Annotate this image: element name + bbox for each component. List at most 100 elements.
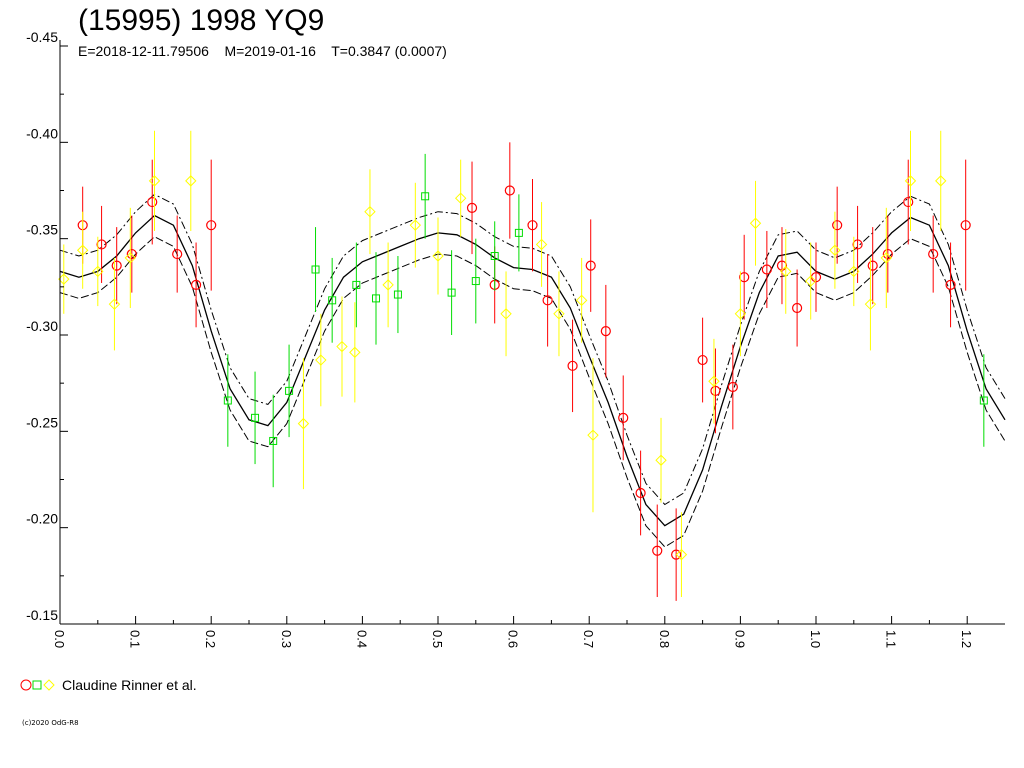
circle-data-point xyxy=(504,185,515,196)
square-data-point xyxy=(393,290,402,299)
x-tick-label: 0.3 xyxy=(279,630,294,648)
diamond-data-point xyxy=(587,429,599,441)
diamond-data-point xyxy=(535,238,548,251)
circle-data-point xyxy=(466,202,478,213)
y-tick-label: -0.35 xyxy=(26,222,58,238)
x-tick-label: 0.1 xyxy=(128,630,143,648)
circle-data-point xyxy=(867,260,878,271)
diamond-data-point xyxy=(349,346,361,359)
y-tick-label: -0.30 xyxy=(26,318,58,334)
circle-data-point xyxy=(903,196,914,208)
legend: Claudine Rinner et al. xyxy=(20,675,197,695)
x-tick-label: 0.7 xyxy=(581,630,596,648)
diamond-data-point xyxy=(708,375,720,387)
diamond-data-point xyxy=(364,205,376,218)
diamond-data-point xyxy=(500,308,512,320)
circle-data-point xyxy=(852,239,863,250)
axes-layer: -0.45 -0.40 -0.35 -0.30 -0.25 -0.20 -0.15 0.0 0.… xyxy=(26,29,1005,648)
circle-data-point xyxy=(928,248,939,260)
circle-data-point xyxy=(945,279,956,291)
circle-data-point xyxy=(190,279,202,291)
circle-data-point xyxy=(671,549,682,560)
diamond-data-point xyxy=(432,250,444,262)
x-tick-label: 0.6 xyxy=(506,630,521,648)
circle-data-point xyxy=(727,381,738,393)
diamond-data-point xyxy=(553,308,565,320)
square-data-point xyxy=(352,280,361,289)
fit-band-lower xyxy=(59,236,1006,548)
circle-data-point xyxy=(600,326,611,337)
diamond-data-point xyxy=(848,265,860,278)
chart-title: (15995) 1998 YQ9 xyxy=(78,4,325,37)
circle-data-point xyxy=(585,260,596,271)
diamond-data-point xyxy=(864,298,877,310)
diamond-data-point xyxy=(185,175,197,187)
x-tick-label: 0.0 xyxy=(52,630,67,648)
diamond-data-point xyxy=(935,175,947,187)
circle-data-point xyxy=(618,412,629,423)
square-data-point xyxy=(223,396,232,405)
circle-data-point xyxy=(652,545,663,556)
circle-data-point xyxy=(635,487,646,499)
copyright-text: (c)2020 OdG-R8 xyxy=(22,719,79,727)
circle-data-point xyxy=(206,220,217,231)
circle-data-point xyxy=(527,220,538,231)
circle-data-point xyxy=(739,272,750,283)
diamond-data-point xyxy=(734,308,747,320)
square-data-point xyxy=(514,228,523,237)
x-tick-label: 0.9 xyxy=(732,630,747,648)
diamond-data-point xyxy=(675,548,688,561)
square-data-point xyxy=(447,288,456,297)
circle-data-point xyxy=(697,354,708,366)
diamond-data-point xyxy=(880,252,893,264)
green-square-icon xyxy=(32,680,42,690)
square-data-point xyxy=(269,436,278,445)
diamond-data-point xyxy=(655,454,667,466)
x-tick-label: 0.8 xyxy=(657,630,672,648)
diamond-data-point xyxy=(904,175,917,187)
circle-data-point xyxy=(96,239,107,250)
square-data-point xyxy=(979,396,988,405)
square-data-point xyxy=(490,252,499,261)
diamond-data-point xyxy=(805,275,817,287)
diamond-data-point xyxy=(749,217,762,229)
x-tick-label: 0.4 xyxy=(354,630,369,648)
circle-data-point xyxy=(960,220,971,231)
chart-subtitle: E=2018-12-11.79506 M=2019-01-16 T=0.3847… xyxy=(78,43,447,59)
diamond-data-point xyxy=(454,192,467,204)
circle-data-point xyxy=(111,260,122,271)
y-tick-label: -0.15 xyxy=(26,607,58,623)
square-data-point xyxy=(251,413,260,422)
x-tick-label: 1.1 xyxy=(884,630,899,648)
diamond-data-point xyxy=(829,244,841,256)
diamond-data-point xyxy=(124,252,137,264)
legend-symbols xyxy=(20,679,55,691)
diamond-data-point xyxy=(336,340,348,353)
x-tick-label: 1.0 xyxy=(808,630,823,648)
circle-data-point xyxy=(882,248,893,260)
diamond-data-point xyxy=(297,417,310,430)
diamond-data-point xyxy=(148,175,161,187)
diamond-data-point xyxy=(315,354,327,366)
diamond-data-point xyxy=(92,265,104,278)
y-tick-label: -0.45 xyxy=(26,29,58,45)
data-points-layer xyxy=(58,130,988,601)
diamond-data-point xyxy=(382,279,394,291)
diamond-data-point xyxy=(575,294,588,307)
fit-band-upper xyxy=(59,193,1006,506)
x-tick-label: 1.2 xyxy=(959,630,974,648)
circle-data-point xyxy=(567,360,578,371)
y-tick-label: -0.20 xyxy=(26,511,58,527)
square-data-point xyxy=(285,386,294,395)
x-tick-label: 0.2 xyxy=(203,630,218,648)
circle-data-point xyxy=(710,385,721,396)
legend-label: Claudine Rinner et al. xyxy=(62,677,197,693)
square-data-point xyxy=(421,192,430,201)
red-circle-icon xyxy=(20,679,32,691)
diamond-data-point xyxy=(409,219,422,231)
circle-data-point xyxy=(791,302,803,314)
x-tick-label: 0.5 xyxy=(430,630,445,648)
circle-data-point xyxy=(172,248,183,260)
circle-data-point xyxy=(832,220,843,231)
